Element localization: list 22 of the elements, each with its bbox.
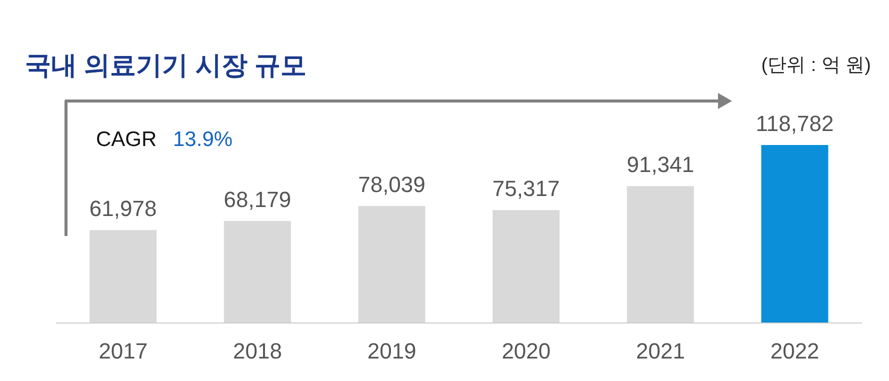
bar — [90, 230, 157, 323]
annotation: CAGR — [96, 128, 157, 152]
data-label: 61,978 — [89, 196, 157, 222]
x-tick-label: 2017 — [98, 338, 148, 364]
x-tick-label: 2020 — [502, 338, 551, 364]
data-label: 75,317 — [492, 176, 560, 202]
x-tick-label: 2021 — [636, 338, 685, 364]
text: (단위 : 억 원) — [761, 54, 871, 78]
data-label: 118,782 — [756, 111, 834, 136]
data-label: 68,179 — [224, 186, 292, 212]
chart-title: 국내 의료기기 시장 규모 — [25, 49, 307, 82]
bar — [358, 206, 426, 323]
data-label: 91,341 — [626, 152, 694, 178]
x-tick-label: 2019 — [367, 338, 416, 364]
x-tick-label: 2018 — [233, 338, 282, 364]
bar — [626, 186, 694, 323]
data-label: 78,039 — [358, 172, 426, 198]
x-tick-label: 2022 — [770, 338, 820, 364]
bar — [761, 145, 828, 323]
bar — [224, 220, 291, 323]
annotation: 13.9% — [173, 128, 233, 152]
bar — [492, 210, 560, 323]
